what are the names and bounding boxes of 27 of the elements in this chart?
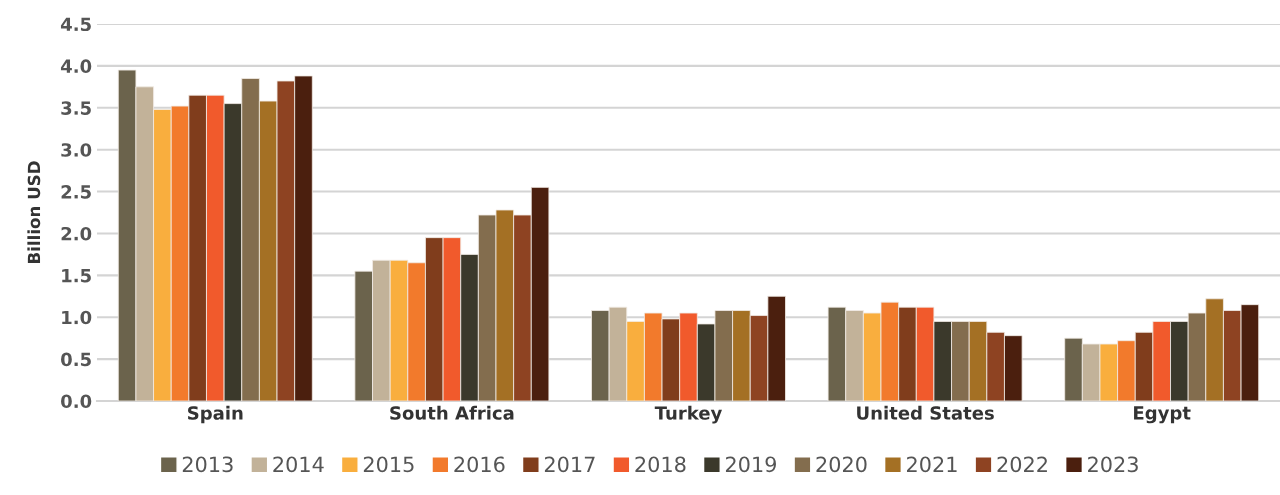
y-tick-label: 4.0 bbox=[60, 59, 92, 74]
legend-label: 2015 bbox=[363, 456, 414, 473]
y-tick-label: 1.0 bbox=[62, 310, 92, 325]
legend-label: 2017 bbox=[544, 456, 595, 473]
legend-label: 2016 bbox=[454, 456, 505, 473]
y-tick-label: 2.0 bbox=[61, 226, 92, 241]
legend-label: 2019 bbox=[725, 456, 776, 473]
y-tick-label: 3.0 bbox=[61, 143, 92, 157]
legend-label: 2013 bbox=[182, 456, 233, 473]
y-tick-label: 2.5 bbox=[61, 185, 91, 199]
y-tick-label: 0.0 bbox=[61, 394, 92, 409]
legend-label: 2022 bbox=[997, 456, 1047, 473]
y-axis-title: Billion USD bbox=[27, 161, 41, 263]
x-tick-label: Egypt bbox=[1134, 406, 1191, 424]
y-tick-label: 0.5 bbox=[61, 352, 91, 367]
y-tick-label: 4.5 bbox=[60, 17, 91, 32]
legend-label: 2014 bbox=[273, 456, 324, 473]
legend-label: 2023 bbox=[1088, 456, 1138, 473]
x-tick-label: Turkey bbox=[654, 405, 722, 424]
legend-label: 2021 bbox=[907, 456, 957, 473]
y-tick-label: 3.5 bbox=[61, 101, 91, 115]
x-tick-label: Spain bbox=[188, 405, 243, 424]
x-tick-label: United States bbox=[857, 405, 994, 420]
legend-label: 2018 bbox=[635, 456, 686, 473]
legend-label: 2020 bbox=[816, 456, 867, 473]
x-tick-label: South Africa bbox=[390, 405, 514, 420]
y-tick-label: 1.5 bbox=[62, 269, 91, 283]
